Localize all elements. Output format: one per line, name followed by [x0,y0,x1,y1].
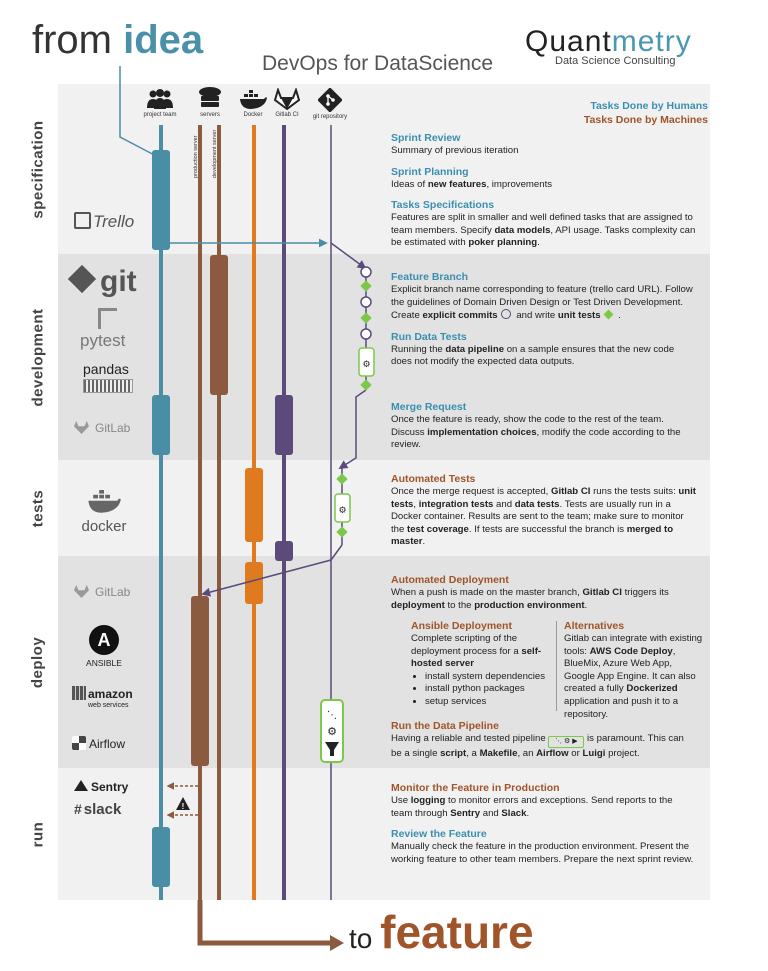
unit-test-diamond-icon [603,309,614,320]
merge-to-master-arrow [330,544,343,561]
legend-humans: Tasks Done by Humans [590,100,708,112]
team-icon [147,89,173,109]
alternatives: Alternatives Gitlab can integrate with e… [564,620,703,720]
legend-machines: Tasks Done by Machines [583,114,708,126]
legend: Tasks Done by Humans Tasks Done by Machi… [584,99,708,127]
column-project-team: project team [140,88,180,118]
team-block-spec [152,150,170,250]
docker-whale-icon [88,490,121,513]
commit-circle-icon [500,309,511,320]
team-block-run [152,827,170,887]
list-item: install python packages [425,683,551,696]
development-section: Feature Branch Explicit branch name corr… [391,270,696,376]
footer-title: to feature [349,906,534,958]
automated-tests: Automated Tests Once the merge request i… [391,473,697,548]
run-data-tests: Run Data Tests Running the data pipeline… [391,330,675,368]
idea-connector [119,66,162,159]
sprint-planning: Sprint Planning Ideas of new features, i… [391,165,553,190]
unit-test-diamond [360,379,372,391]
pipeline-glyph: ⋱ [327,710,337,721]
run-section: Monitor the Feature in Production Use lo… [391,781,696,873]
column-git-repository: git repository [306,88,354,120]
subtitle: DevOps for DataScience [262,52,494,75]
quantmetry-logo: Quantmetry Data Science Consulting [525,25,692,67]
sentry-logo: Sentry [74,780,128,794]
review-feature: Review the Feature Manually check the fe… [391,828,694,865]
column-docker: Docker [236,90,270,118]
gitlab-block-dev [275,395,293,455]
dev-server-block [210,255,228,395]
gitlab-block-tests [275,541,293,561]
gitlab-icon [274,88,300,110]
unit-test-diamond [360,312,372,324]
unit-test-diamond [336,526,348,538]
tasks-specifications: Tasks Specifications Features are split … [391,199,696,249]
list-item: install system dependencies [425,671,551,684]
column-divider [556,621,557,711]
commit-circle [360,328,372,340]
band-tests [58,460,710,556]
slack-logo: # slack [74,801,122,818]
branch-arrow [330,242,367,270]
list-item: setup services [425,696,551,709]
automated-deployment: Automated Deployment When a push is made… [391,574,669,611]
to-feature-arrowhead [330,935,344,951]
git-logo: git [67,264,137,299]
aws-logo: amazon web services [72,686,133,711]
merge-arrow [338,389,367,469]
pipeline-glyph: ⚙ [362,359,370,369]
airflow-logo: Airflow [72,736,125,751]
merge-request: Merge Request Once the feature is ready,… [391,401,681,451]
docker-icon [240,90,267,109]
git-icon [318,88,342,112]
column-servers: servers [190,86,230,118]
development-server-label: development server [212,130,218,178]
sprint-section: Sprint Review Summary of previous iterat… [391,131,696,257]
pipeline-glyph: ⚙ [327,726,337,738]
unit-test-diamond [336,473,348,485]
svg-text:!: ! [182,802,185,811]
unit-test-diamond [360,280,372,292]
trello-logo: Trello [74,212,134,232]
to-feature-arrow [197,900,330,946]
pipeline-glyph: ⚙ [338,505,346,515]
docker-logo: docker [78,490,130,535]
commit-circle [360,296,372,308]
data-pipeline-box [320,699,344,763]
column-gitlab-ci: Gitlab CI [270,88,304,118]
feature-branch: Feature Branch Explicit branch name corr… [391,271,693,322]
production-server-label: production server [193,135,199,178]
team-block-dev [152,395,170,455]
pandas-logo: pandas [83,361,133,393]
ansible-logo: A ANSIBLE [80,625,128,668]
monitor-feature: Monitor the Feature in Production Use lo… [391,782,673,819]
docker-block-deploy [245,562,263,604]
gitlab-logo-deploy: GitLab [74,585,130,599]
ansible-deployment: Ansible Deployment Complete scripting of… [411,619,551,709]
band-deploy [58,556,710,768]
sprint-review: Sprint Review Summary of previous iterat… [391,132,519,156]
run-data-pipeline: Run the Data Pipeline Having a reliable … [391,720,684,759]
pipeline-test-box [334,493,351,523]
pipeline-inline-icon: ⋱ ⚙ ▶ [548,736,585,748]
deploy-arrow [201,559,332,597]
prod-server-block [191,596,209,766]
pipeline-test-box [358,347,375,377]
docker-block-tests [245,468,263,542]
warning-icon [176,797,190,810]
pytest-logo: pytest [80,308,125,351]
commit-circle [360,266,372,278]
gitlab-logo: GitLab [74,421,130,435]
header-title: from idea [32,18,204,62]
funnel-glyph [325,742,339,756]
server-icon [199,87,221,107]
